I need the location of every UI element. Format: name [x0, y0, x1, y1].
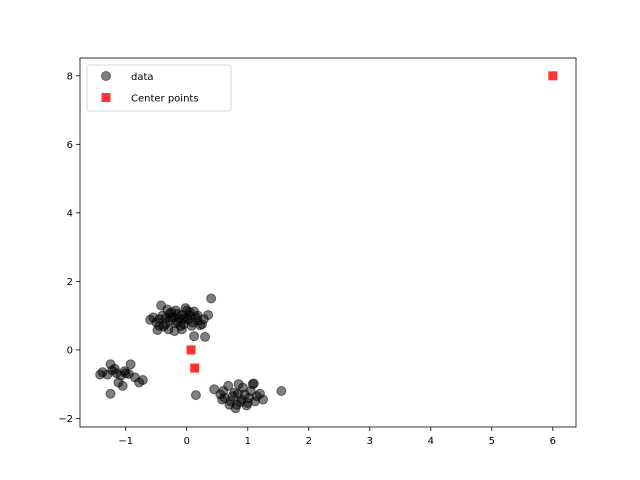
x-tick-label: 1 [245, 436, 251, 447]
data-point [137, 375, 148, 386]
data-point [195, 320, 206, 331]
legend-label-center-points: Center points [131, 94, 199, 105]
data-point [181, 312, 192, 323]
data-point [120, 368, 131, 379]
x-axis: −1 0 1 2 3 4 5 6 [118, 427, 556, 447]
data-point [192, 310, 203, 321]
data-point [154, 320, 165, 331]
y-tick-label: 4 [67, 208, 73, 219]
y-axis: −2 0 2 4 6 8 [58, 71, 80, 425]
y-tick-label: 0 [67, 345, 73, 356]
legend: data Center points [86, 64, 232, 112]
data-point [203, 309, 214, 320]
data-point [200, 331, 211, 342]
data-point [217, 394, 228, 405]
data-point [230, 403, 241, 414]
center-point [548, 71, 558, 81]
x-tick-label: 3 [367, 436, 373, 447]
data-point [170, 305, 181, 316]
plot-frame [79, 57, 577, 428]
x-tick-label: −1 [118, 436, 133, 447]
data-point [113, 377, 124, 388]
data-point [189, 331, 200, 342]
data-point [218, 386, 229, 397]
legend-box [86, 64, 232, 112]
data-point [156, 300, 167, 311]
x-tick-label: 2 [306, 436, 312, 447]
data-point [276, 386, 287, 397]
points-layer [95, 71, 558, 414]
data-point [250, 396, 261, 407]
x-tick-label: 4 [428, 436, 434, 447]
legend-marker-center-points [101, 93, 111, 102]
x-tick-label: 0 [184, 436, 190, 447]
legend-marker-data [101, 71, 111, 81]
data-point [105, 388, 116, 399]
data-point [145, 314, 156, 325]
y-tick-label: −2 [58, 414, 73, 425]
data-point [233, 388, 244, 399]
x-tick-label: 5 [489, 436, 495, 447]
y-tick-label: 6 [67, 140, 73, 151]
data-point [206, 293, 217, 304]
y-tick-label: 8 [67, 71, 73, 82]
legend-label-data: data [131, 72, 154, 83]
data-point [95, 369, 106, 380]
data-point [190, 390, 201, 401]
y-tick-label: 2 [67, 277, 73, 288]
center-point [186, 345, 196, 355]
center-point [190, 363, 200, 373]
data-point [109, 363, 120, 374]
x-tick-label: 6 [550, 436, 556, 447]
data-point [247, 379, 258, 390]
data-point [125, 359, 136, 370]
